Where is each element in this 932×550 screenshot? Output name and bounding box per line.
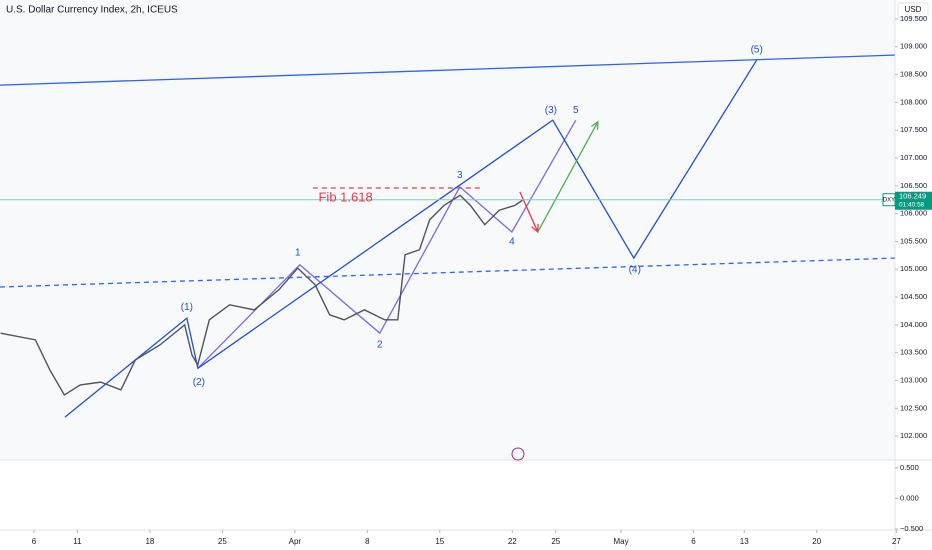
wave-label: (3) <box>545 105 557 116</box>
x-tick-label: 15 <box>435 537 444 546</box>
lower-y-tick-label: −0.500 <box>900 524 923 533</box>
y-tick-label: 109.000 <box>900 42 927 51</box>
wave-label: 2 <box>377 340 383 351</box>
lower-y-tick-label: 0.000 <box>900 493 919 502</box>
arrow-head <box>590 120 599 130</box>
drawing-line <box>0 54 895 86</box>
y-tick-label: 108.000 <box>900 97 927 106</box>
y-tick-label: 105.000 <box>900 264 927 273</box>
y-tick-label: 104.500 <box>900 292 927 301</box>
x-tick-label: 22 <box>508 537 517 546</box>
y-tick-label: 104.000 <box>900 320 927 329</box>
countdown: 01:40:58 <box>899 201 925 208</box>
y-tick-label: 103.000 <box>900 375 927 384</box>
x-tick-label: 18 <box>145 537 154 546</box>
y-tick-label: 107.000 <box>900 153 927 162</box>
wave-label: 3 <box>457 170 463 181</box>
wave-label: (4) <box>629 264 641 275</box>
wave-label: 4 <box>509 237 515 248</box>
drawing-line <box>64 59 758 418</box>
y-tick-label: 102.000 <box>900 431 927 440</box>
event-icon[interactable] <box>511 447 525 461</box>
x-tick-label: 25 <box>551 537 560 546</box>
wave-label: 5 <box>573 105 579 116</box>
x-tick-label: 11 <box>73 537 82 546</box>
y-tick-label: 106.500 <box>900 181 927 190</box>
price-line <box>0 194 523 396</box>
x-tick-label: Apr <box>289 537 302 546</box>
chart-title: U.S. Dollar Currency Index, 2h, ICEUS <box>6 5 178 16</box>
wave-label: Fib 1.618 <box>318 189 372 204</box>
last-price-label: 106.249 <box>899 192 926 201</box>
price-badge <box>895 191 932 210</box>
y-tick-label: 107.500 <box>900 125 927 134</box>
wave-label: (5) <box>751 45 763 56</box>
drawing-line <box>519 191 539 233</box>
x-tick-label: 13 <box>740 537 749 546</box>
y-tick-label: 106.000 <box>900 209 927 218</box>
symbol: DXY <box>883 197 895 203</box>
currency-box[interactable] <box>897 2 929 18</box>
wave-label: (1) <box>181 302 193 313</box>
drawing-line <box>537 121 599 233</box>
x-tick-label: 27 <box>892 537 901 546</box>
y-tick-label: 108.500 <box>900 70 927 79</box>
lower-pane <box>0 460 895 530</box>
wave-label: 1 <box>295 248 301 259</box>
y-tick-label: 109.500 <box>900 14 927 23</box>
y-tick-label: 103.500 <box>900 348 927 357</box>
x-tick-label: 6 <box>691 537 696 546</box>
y-tick-label: 102.500 <box>900 403 927 412</box>
plot-area <box>0 0 895 460</box>
x-tick-label: May <box>613 537 628 546</box>
drawing-line <box>197 119 577 369</box>
x-tick-label: 20 <box>812 537 821 546</box>
x-tick-label: 8 <box>365 537 370 546</box>
x-tick-label: 25 <box>218 537 227 546</box>
wave-label: (2) <box>193 377 205 388</box>
x-tick-label: 6 <box>32 537 37 546</box>
lower-y-tick-label: 0.500 <box>900 463 919 472</box>
y-tick-label: 105.500 <box>900 236 927 245</box>
currency: USD <box>905 5 922 14</box>
